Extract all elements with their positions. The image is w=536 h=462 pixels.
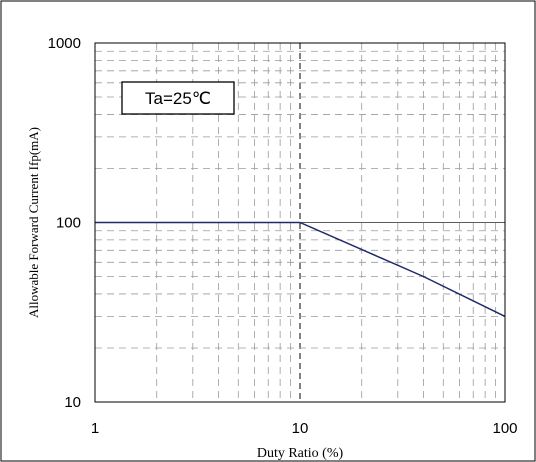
y-tick-label: 1000 bbox=[48, 35, 81, 52]
plot-area-frame bbox=[94, 42, 506, 403]
series-line bbox=[95, 221, 506, 318]
tick-labels: 1 10 100 10 100 1000 bbox=[48, 35, 518, 437]
annotation-box: Ta=25℃ bbox=[121, 81, 235, 115]
grid bbox=[95, 43, 505, 402]
annotation-text: Ta=25℃ bbox=[145, 89, 211, 108]
y-tick-label: 100 bbox=[56, 215, 81, 232]
x-tick-label: 10 bbox=[292, 420, 309, 437]
y-axis-title: Allowable Forward Current Ifp(mA) bbox=[26, 127, 41, 318]
y-tick-label: 10 bbox=[64, 394, 81, 411]
series-layer bbox=[95, 221, 506, 318]
x-axis-title: Duty Ratio (%) bbox=[257, 446, 344, 461]
x-tick-label: 100 bbox=[492, 420, 517, 437]
x-tick-label: 1 bbox=[91, 420, 99, 437]
annotation-border bbox=[121, 81, 235, 115]
